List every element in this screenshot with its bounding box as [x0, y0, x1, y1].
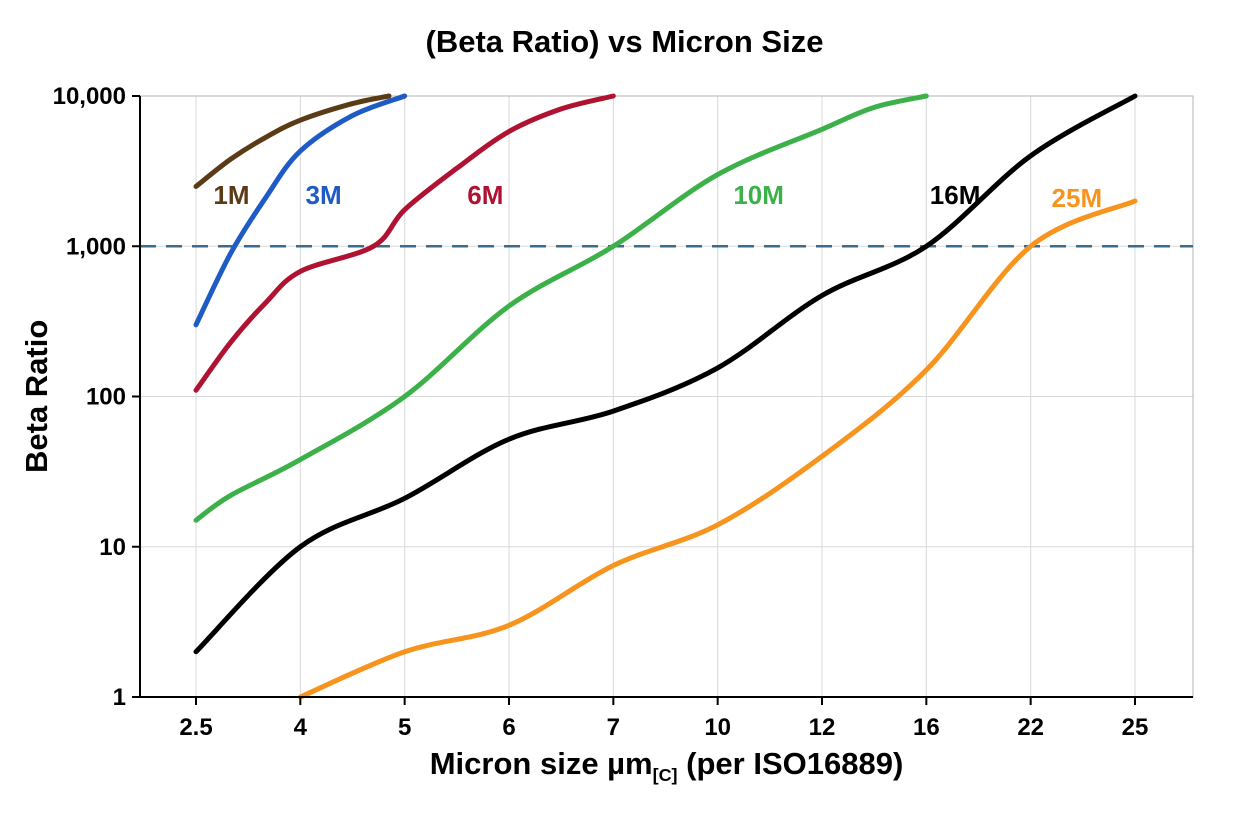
chart-title: (Beta Ratio) vs Micron Size: [425, 24, 824, 59]
y-tick-labels: 1 10 100 1,000 10,000: [53, 83, 126, 711]
x-tick-label-6: 6: [502, 714, 515, 741]
x-tick-label-5: 5: [398, 714, 411, 741]
x-tick-label-7: 7: [607, 714, 620, 741]
y-tick-label-10,000: 10,000: [53, 83, 126, 110]
x-tick-labels: 2.5 4 5 6 7 10 12 16 22 25: [179, 714, 1148, 741]
x-axis-title: Micron size µm[C] (per ISO16889): [140, 746, 1193, 785]
tick-marks: [132, 95, 1136, 705]
x-axis-title-subscript: [C]: [652, 765, 678, 785]
x-tick-label-4: 4: [294, 714, 308, 741]
series-label-16M: 16M: [930, 180, 981, 210]
series-label-25M: 25M: [1052, 183, 1103, 213]
series-line-25M: [297, 198, 1138, 700]
y-tick-label-100: 100: [86, 384, 126, 411]
series-line-1M: [193, 93, 392, 189]
x-axis-title-main: Micron size µm: [429, 746, 653, 781]
series-label-3M: 3M: [306, 180, 342, 210]
y-tick-label-1,000: 1,000: [66, 233, 126, 260]
x-tick-label-22: 22: [1017, 714, 1044, 741]
x-tick-label-16: 16: [913, 714, 940, 741]
x-tick-label-2.5: 2.5: [179, 714, 212, 741]
x-tick-label-10: 10: [704, 714, 731, 741]
y-tick-label-1: 1: [113, 684, 126, 711]
series-line-16M: [193, 93, 1138, 655]
series-line-10M: [193, 93, 929, 523]
x-tick-label-25: 25: [1122, 714, 1149, 741]
x-axis-title-suffix: (per ISO16889): [677, 746, 904, 781]
series-label-10M: 10M: [733, 180, 784, 210]
series-line-3M: [193, 93, 408, 328]
series-label-1M: 1M: [213, 180, 249, 210]
series-line-6M: [193, 93, 616, 393]
x-tick-label-12: 12: [809, 714, 836, 741]
series-label-6M: 6M: [467, 180, 503, 210]
series-curves: [193, 93, 1138, 700]
y-tick-label-10: 10: [99, 534, 126, 561]
